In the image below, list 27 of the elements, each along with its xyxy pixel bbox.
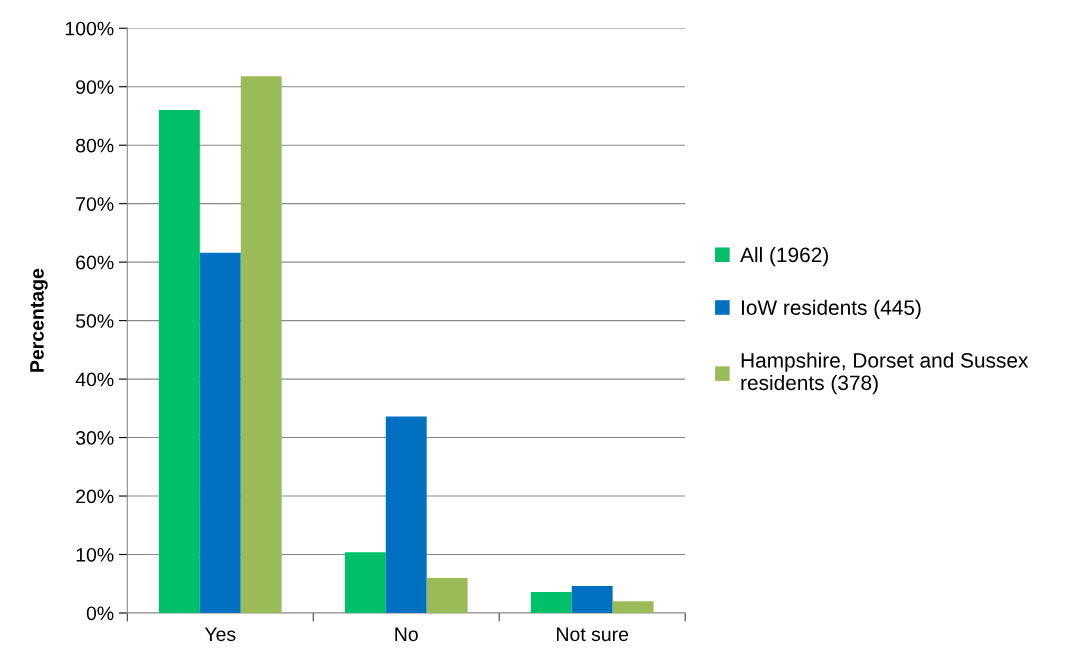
x-tick-label: Not sure [557,627,629,642]
x-tick-label: Yes [204,627,236,642]
legend-label: IoW residents (445) [742,299,921,320]
bar [344,552,386,613]
y-tick-label: 80% [76,138,114,153]
y-tick-label: 0% [86,606,114,621]
bar [199,252,241,613]
bar [385,416,427,613]
y-tick-label: 60% [76,255,114,270]
bar [612,601,654,613]
y-tick-label: 50% [75,314,114,328]
bar [240,76,282,613]
bar [571,586,613,613]
y-tick-label: 70% [76,197,114,211]
bar [530,591,572,613]
bar [158,110,200,613]
legend-label: Hampshire, Dorset and Sussex residents (378) [741,352,1029,395]
y-tick-label: 30% [75,431,114,445]
y-tick-label: 90% [76,80,114,94]
bar [426,577,468,613]
x-tick-label: No [395,627,418,642]
y-tick-label: 10% [76,547,114,562]
y-tick-label: 20% [76,489,114,504]
y-tick-label: 100% [65,21,114,36]
legend-label: All (1962) [740,246,828,267]
y-axis-title: Percentage [30,268,48,372]
y-tick-label: 40% [75,372,114,387]
